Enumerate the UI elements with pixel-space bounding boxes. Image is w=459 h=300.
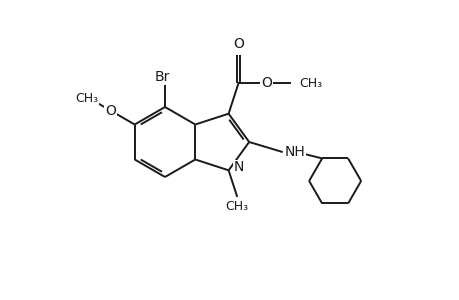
Text: CH₃: CH₃ xyxy=(75,92,98,104)
Text: Br: Br xyxy=(154,70,169,84)
Text: N: N xyxy=(233,160,243,174)
Text: O: O xyxy=(260,76,271,90)
Text: CH₃: CH₃ xyxy=(299,77,322,90)
Text: CH₃: CH₃ xyxy=(225,200,248,213)
Text: O: O xyxy=(105,103,116,118)
Text: NH: NH xyxy=(284,145,305,159)
Text: O: O xyxy=(233,37,243,51)
